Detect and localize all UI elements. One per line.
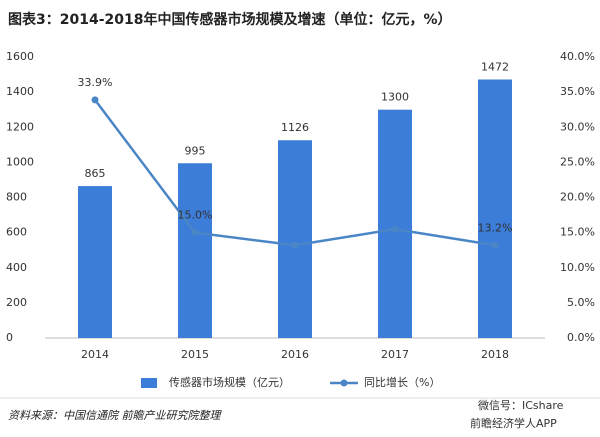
- y2-tick-label: 5.0%: [567, 296, 595, 309]
- bar: [478, 79, 512, 338]
- bar: [178, 163, 212, 338]
- y2-tick-label: 30.0%: [560, 120, 595, 133]
- y-tick-label: 1400: [6, 85, 34, 98]
- data-label: 15.0%: [178, 209, 213, 222]
- y-tick-label: 600: [6, 226, 27, 239]
- data-label: 1300: [381, 91, 409, 104]
- y-tick-label: 400: [6, 261, 27, 274]
- data-label: 1472: [481, 60, 509, 73]
- y2-tick-label: 20.0%: [560, 191, 595, 204]
- x-tick-label: 2016: [281, 348, 309, 361]
- note: 前瞻经济学人APP: [470, 416, 557, 430]
- chart-title: 图表3：2014-2018年中国传感器市场规模及增速（单位：亿元，%）: [8, 11, 452, 28]
- x-tick-label: 2017: [381, 348, 409, 361]
- y-tick-label: 800: [6, 191, 27, 204]
- data-label: 13.2%: [478, 221, 513, 234]
- bar: [78, 186, 112, 338]
- y2-tick-label: 40.0%: [560, 50, 595, 63]
- line-marker: [191, 229, 199, 237]
- line-marker: [291, 241, 299, 249]
- x-tick-label: 2015: [181, 348, 209, 361]
- y2-tick-label: 0.0%: [567, 331, 595, 344]
- legend-swatch: [141, 378, 157, 388]
- data-label: 865: [85, 167, 106, 180]
- line-marker: [91, 96, 99, 104]
- data-label: 33.9%: [78, 76, 113, 89]
- source: 资料来源：中国信通院 前瞻产业研究院整理: [8, 409, 222, 422]
- bar: [378, 109, 412, 338]
- y-tick-label: 0: [6, 331, 13, 344]
- y2-tick-label: 10.0%: [560, 261, 595, 274]
- y-tick-label: 1000: [6, 155, 34, 168]
- y-tick-label: 1200: [6, 120, 34, 133]
- note: 微信号：ICshare: [478, 398, 564, 412]
- y-tick-label: 1600: [6, 50, 34, 63]
- x-tick-label: 2014: [81, 348, 109, 361]
- y2-tick-label: 15.0%: [560, 226, 595, 239]
- line-marker: [391, 225, 399, 233]
- legend-swatch: [340, 379, 348, 387]
- y2-tick-label: 25.0%: [560, 155, 595, 168]
- y-tick-label: 200: [6, 296, 27, 309]
- data-label: 995: [185, 144, 206, 157]
- line-marker: [491, 241, 499, 249]
- legend-label: 同比增长（%）: [364, 375, 440, 389]
- bar: [278, 140, 312, 338]
- legend-label: 传感器市场规模（亿元）: [169, 375, 290, 389]
- y2-tick-label: 35.0%: [560, 85, 595, 98]
- x-tick-label: 2018: [481, 348, 509, 361]
- data-label: 1126: [281, 121, 309, 134]
